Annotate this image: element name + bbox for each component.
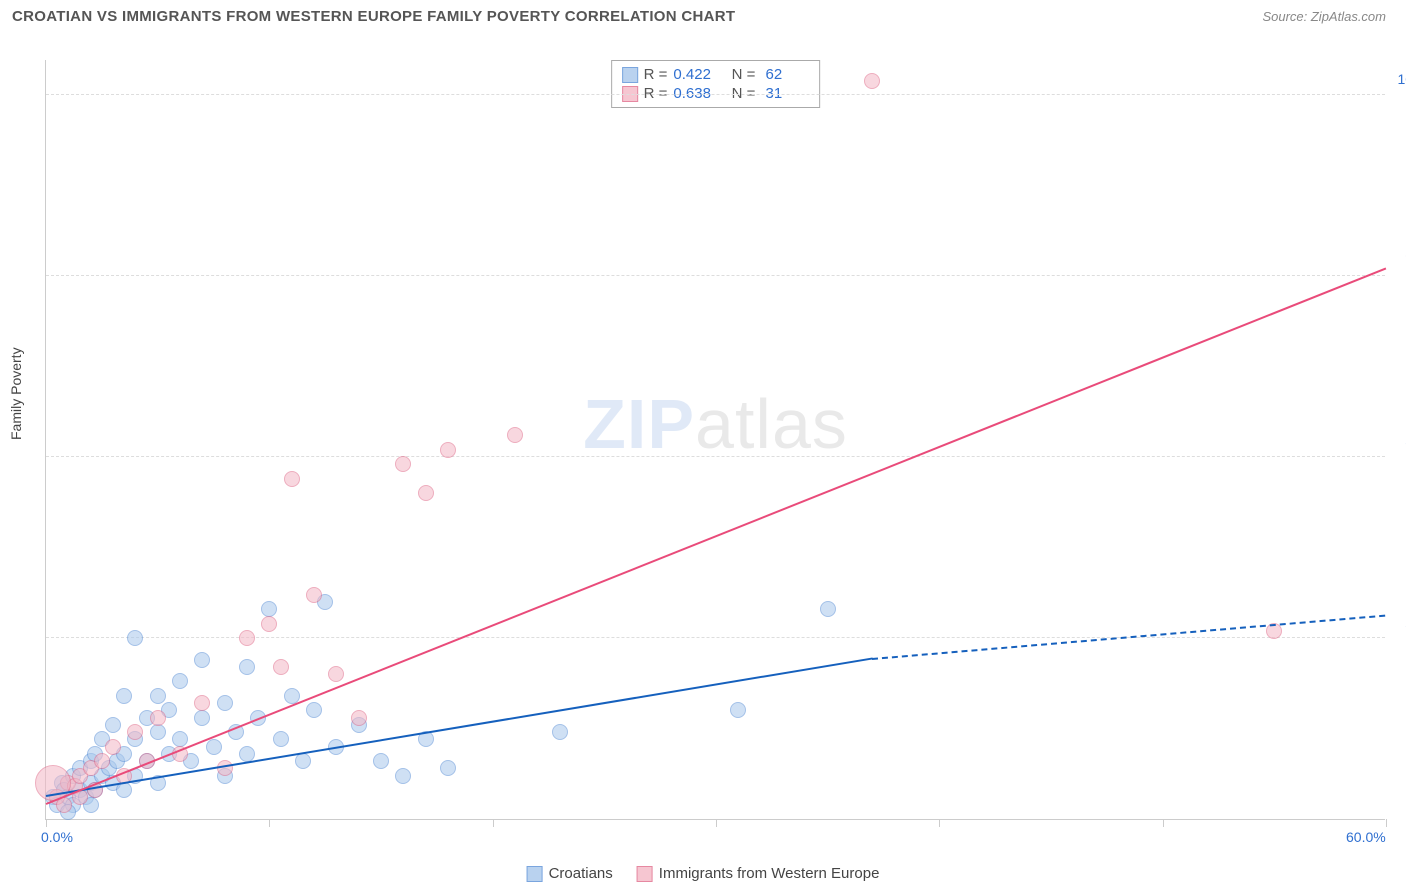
data-point <box>295 753 311 769</box>
data-point <box>172 673 188 689</box>
x-tick <box>269 819 270 827</box>
data-point <box>194 695 210 711</box>
legend-label: Croatians <box>549 865 613 882</box>
x-tick-label: 60.0% <box>1346 829 1386 845</box>
data-point <box>306 702 322 718</box>
data-point <box>395 768 411 784</box>
y-tick-label: 100.0% <box>1398 71 1406 87</box>
stats-row: R =0.422 N = 62 <box>622 65 810 84</box>
data-point <box>116 688 132 704</box>
data-point <box>261 616 277 632</box>
x-tick-label: 0.0% <box>41 829 73 845</box>
y-axis-label: Family Poverty <box>8 347 24 440</box>
data-point <box>206 739 222 755</box>
x-tick <box>493 819 494 827</box>
x-tick <box>939 819 940 827</box>
legend-item: Immigrants from Western Europe <box>637 865 880 882</box>
x-tick <box>716 819 717 827</box>
data-point <box>273 731 289 747</box>
x-tick <box>46 819 47 827</box>
data-point <box>194 652 210 668</box>
data-point <box>418 485 434 501</box>
gridline <box>46 275 1385 276</box>
data-point <box>194 710 210 726</box>
data-point <box>150 688 166 704</box>
data-point <box>94 753 110 769</box>
data-point <box>150 724 166 740</box>
data-point <box>507 427 523 443</box>
data-point <box>284 471 300 487</box>
regression-line <box>46 267 1387 804</box>
scatter-chart: ZIPatlas R =0.422 N = 62R =0.638 N = 31 … <box>45 60 1385 820</box>
x-tick <box>1163 819 1164 827</box>
data-point <box>440 442 456 458</box>
data-point <box>373 753 389 769</box>
legend-swatch <box>622 67 638 83</box>
data-point <box>273 659 289 675</box>
data-point <box>105 739 121 755</box>
legend-item: Croatians <box>527 865 613 882</box>
data-point <box>127 630 143 646</box>
data-point <box>217 695 233 711</box>
data-point <box>127 724 143 740</box>
data-point <box>217 760 233 776</box>
data-point <box>328 666 344 682</box>
data-point <box>820 601 836 617</box>
legend-swatch <box>527 866 543 882</box>
data-point <box>150 710 166 726</box>
data-point <box>440 760 456 776</box>
gridline <box>46 456 1385 457</box>
data-point <box>105 717 121 733</box>
data-point <box>552 724 568 740</box>
watermark: ZIPatlas <box>583 384 848 464</box>
data-point <box>730 702 746 718</box>
gridline <box>46 94 1385 95</box>
series-legend: Croatians Immigrants from Western Europe <box>527 865 880 882</box>
data-point <box>864 73 880 89</box>
x-tick <box>1386 819 1387 827</box>
data-point <box>351 710 367 726</box>
stats-legend: R =0.422 N = 62R =0.638 N = 31 <box>611 60 821 108</box>
legend-label: Immigrants from Western Europe <box>659 865 880 882</box>
regression-line <box>46 658 873 797</box>
legend-swatch <box>637 866 653 882</box>
source-attribution: Source: ZipAtlas.com <box>1262 9 1386 24</box>
data-point <box>239 659 255 675</box>
data-point <box>395 456 411 472</box>
chart-title: CROATIAN VS IMMIGRANTS FROM WESTERN EURO… <box>12 8 735 25</box>
data-point <box>306 587 322 603</box>
data-point <box>239 630 255 646</box>
